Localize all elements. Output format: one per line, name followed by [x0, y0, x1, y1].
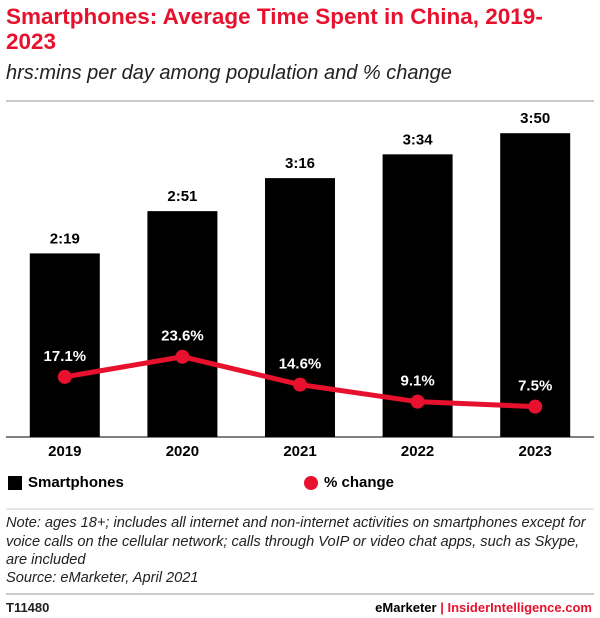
- line-value-label: 14.6%: [279, 356, 322, 373]
- brand-site: InsiderIntelligence.com: [447, 600, 593, 615]
- bar: [382, 154, 453, 437]
- bar-value-label: 3:34: [403, 131, 434, 148]
- bar: [265, 178, 335, 437]
- x-tick-label: 2020: [166, 443, 199, 460]
- note: Note: ages 18+; includes all internet an…: [6, 515, 586, 568]
- bar-value-label: 3:50: [520, 110, 550, 127]
- bar: [500, 133, 571, 438]
- line-value-label: 23.6%: [161, 328, 204, 345]
- bar: [29, 253, 100, 437]
- source: Source: eMarketer, April 2021: [6, 570, 199, 586]
- legend-label: Smartphones: [28, 474, 124, 491]
- line-marker: [528, 399, 543, 414]
- bar-value-label: 2:51: [167, 188, 197, 205]
- legend-swatch: [304, 476, 318, 490]
- bar-value-label: 2:19: [50, 230, 80, 247]
- line-marker: [293, 377, 307, 392]
- line-marker: [57, 369, 72, 384]
- x-tick-label: 2021: [283, 443, 316, 460]
- x-tick-label: 2022: [401, 443, 434, 460]
- line-value-label: 9.1%: [400, 373, 434, 390]
- x-tick-label: 2019: [48, 443, 81, 460]
- chart-title: Smartphones: Average Time Spent in China…: [6, 4, 543, 54]
- chart-id: T11480: [6, 600, 50, 615]
- line-value-label: 7.5%: [518, 378, 552, 395]
- legend-label: % change: [324, 474, 394, 491]
- line-value-label: 17.1%: [44, 348, 87, 365]
- chart-subtitle: hrs:mins per day among population and % …: [6, 62, 452, 84]
- x-tick-label: 2023: [519, 443, 552, 460]
- bar: [147, 211, 218, 437]
- legend-swatch: [8, 476, 22, 490]
- line-marker: [410, 394, 425, 409]
- brand: eMarketer | InsiderIntelligence.com: [375, 600, 592, 615]
- brand-name: eMarketer: [375, 600, 437, 615]
- bar-value-label: 3:16: [285, 155, 315, 172]
- brand-separator: |: [440, 600, 444, 615]
- line-marker: [175, 349, 190, 364]
